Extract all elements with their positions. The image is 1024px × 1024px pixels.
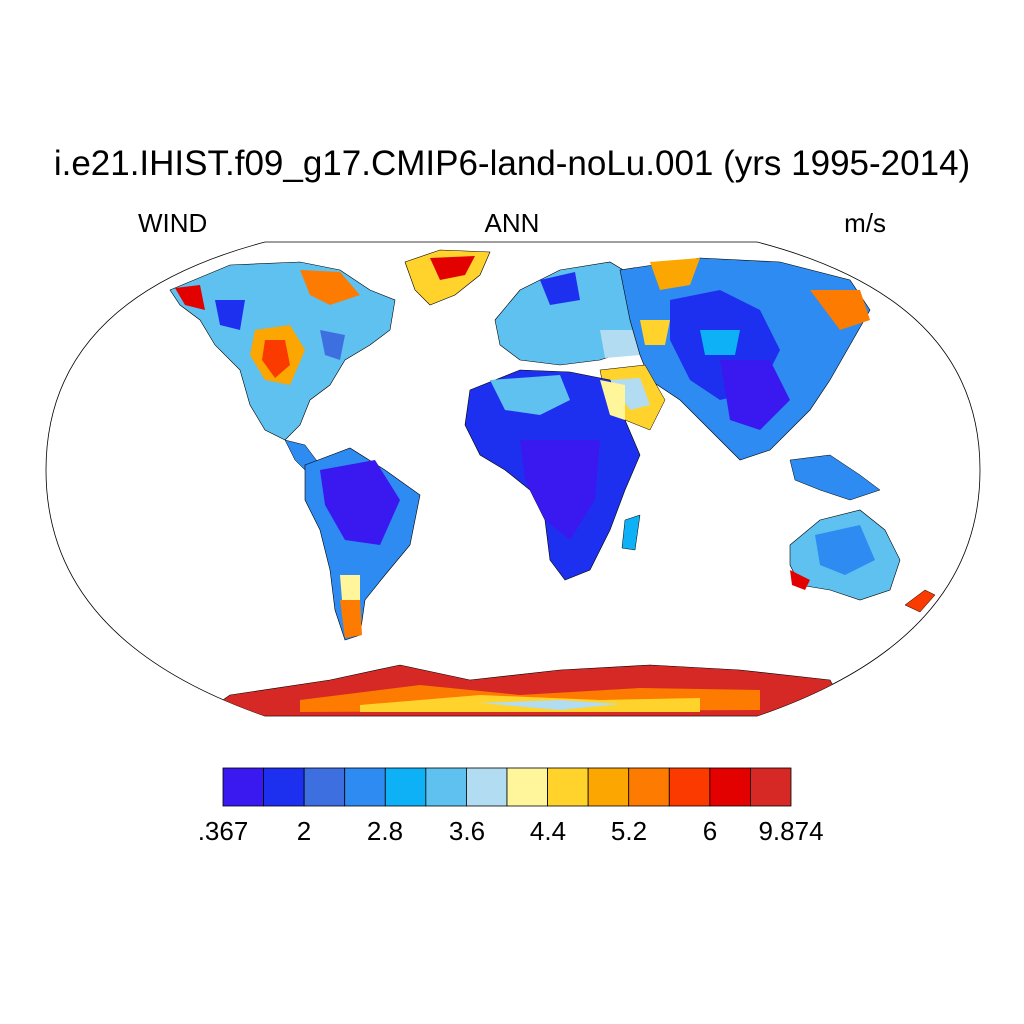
colorbar-label: 5.2 [610, 816, 648, 846]
season-label: ANN [484, 208, 540, 238]
colorbar-box [587, 767, 630, 807]
colorbar-label: 3.6 [448, 816, 486, 846]
colorbar [222, 767, 792, 807]
colorbar-box [668, 767, 711, 807]
colorbar-box [425, 767, 467, 807]
southeast-asia-islands [789, 454, 881, 501]
madagascar [621, 514, 641, 551]
colorbar-box [384, 767, 427, 807]
colorbar-box [344, 767, 386, 807]
colorbar-label: 9.874 [758, 816, 824, 846]
colorbar-box [466, 767, 508, 807]
colorbar-box [547, 767, 589, 807]
colorbar-box [303, 767, 346, 807]
colorbar-label: 2.8 [366, 816, 404, 846]
colorbar-box [628, 767, 670, 807]
colorbar-box [506, 767, 548, 807]
colorbar-label: 2 [296, 816, 312, 846]
variable-label: WIND [138, 208, 208, 238]
colorbar-box [750, 767, 792, 807]
colorbar-label: 6 [702, 816, 718, 846]
colorbar-box [222, 767, 264, 807]
plot-title: i.e21.IHIST.f09_g17.CMIP6-land-noLu.001 … [53, 144, 971, 183]
new-zealand [904, 589, 936, 613]
colorbar-label: 4.4 [529, 816, 567, 846]
colorbar-label: .367 [197, 816, 249, 846]
colorbar-box [263, 767, 305, 807]
units-label: m/s [844, 208, 886, 238]
colorbar-box [709, 767, 751, 807]
